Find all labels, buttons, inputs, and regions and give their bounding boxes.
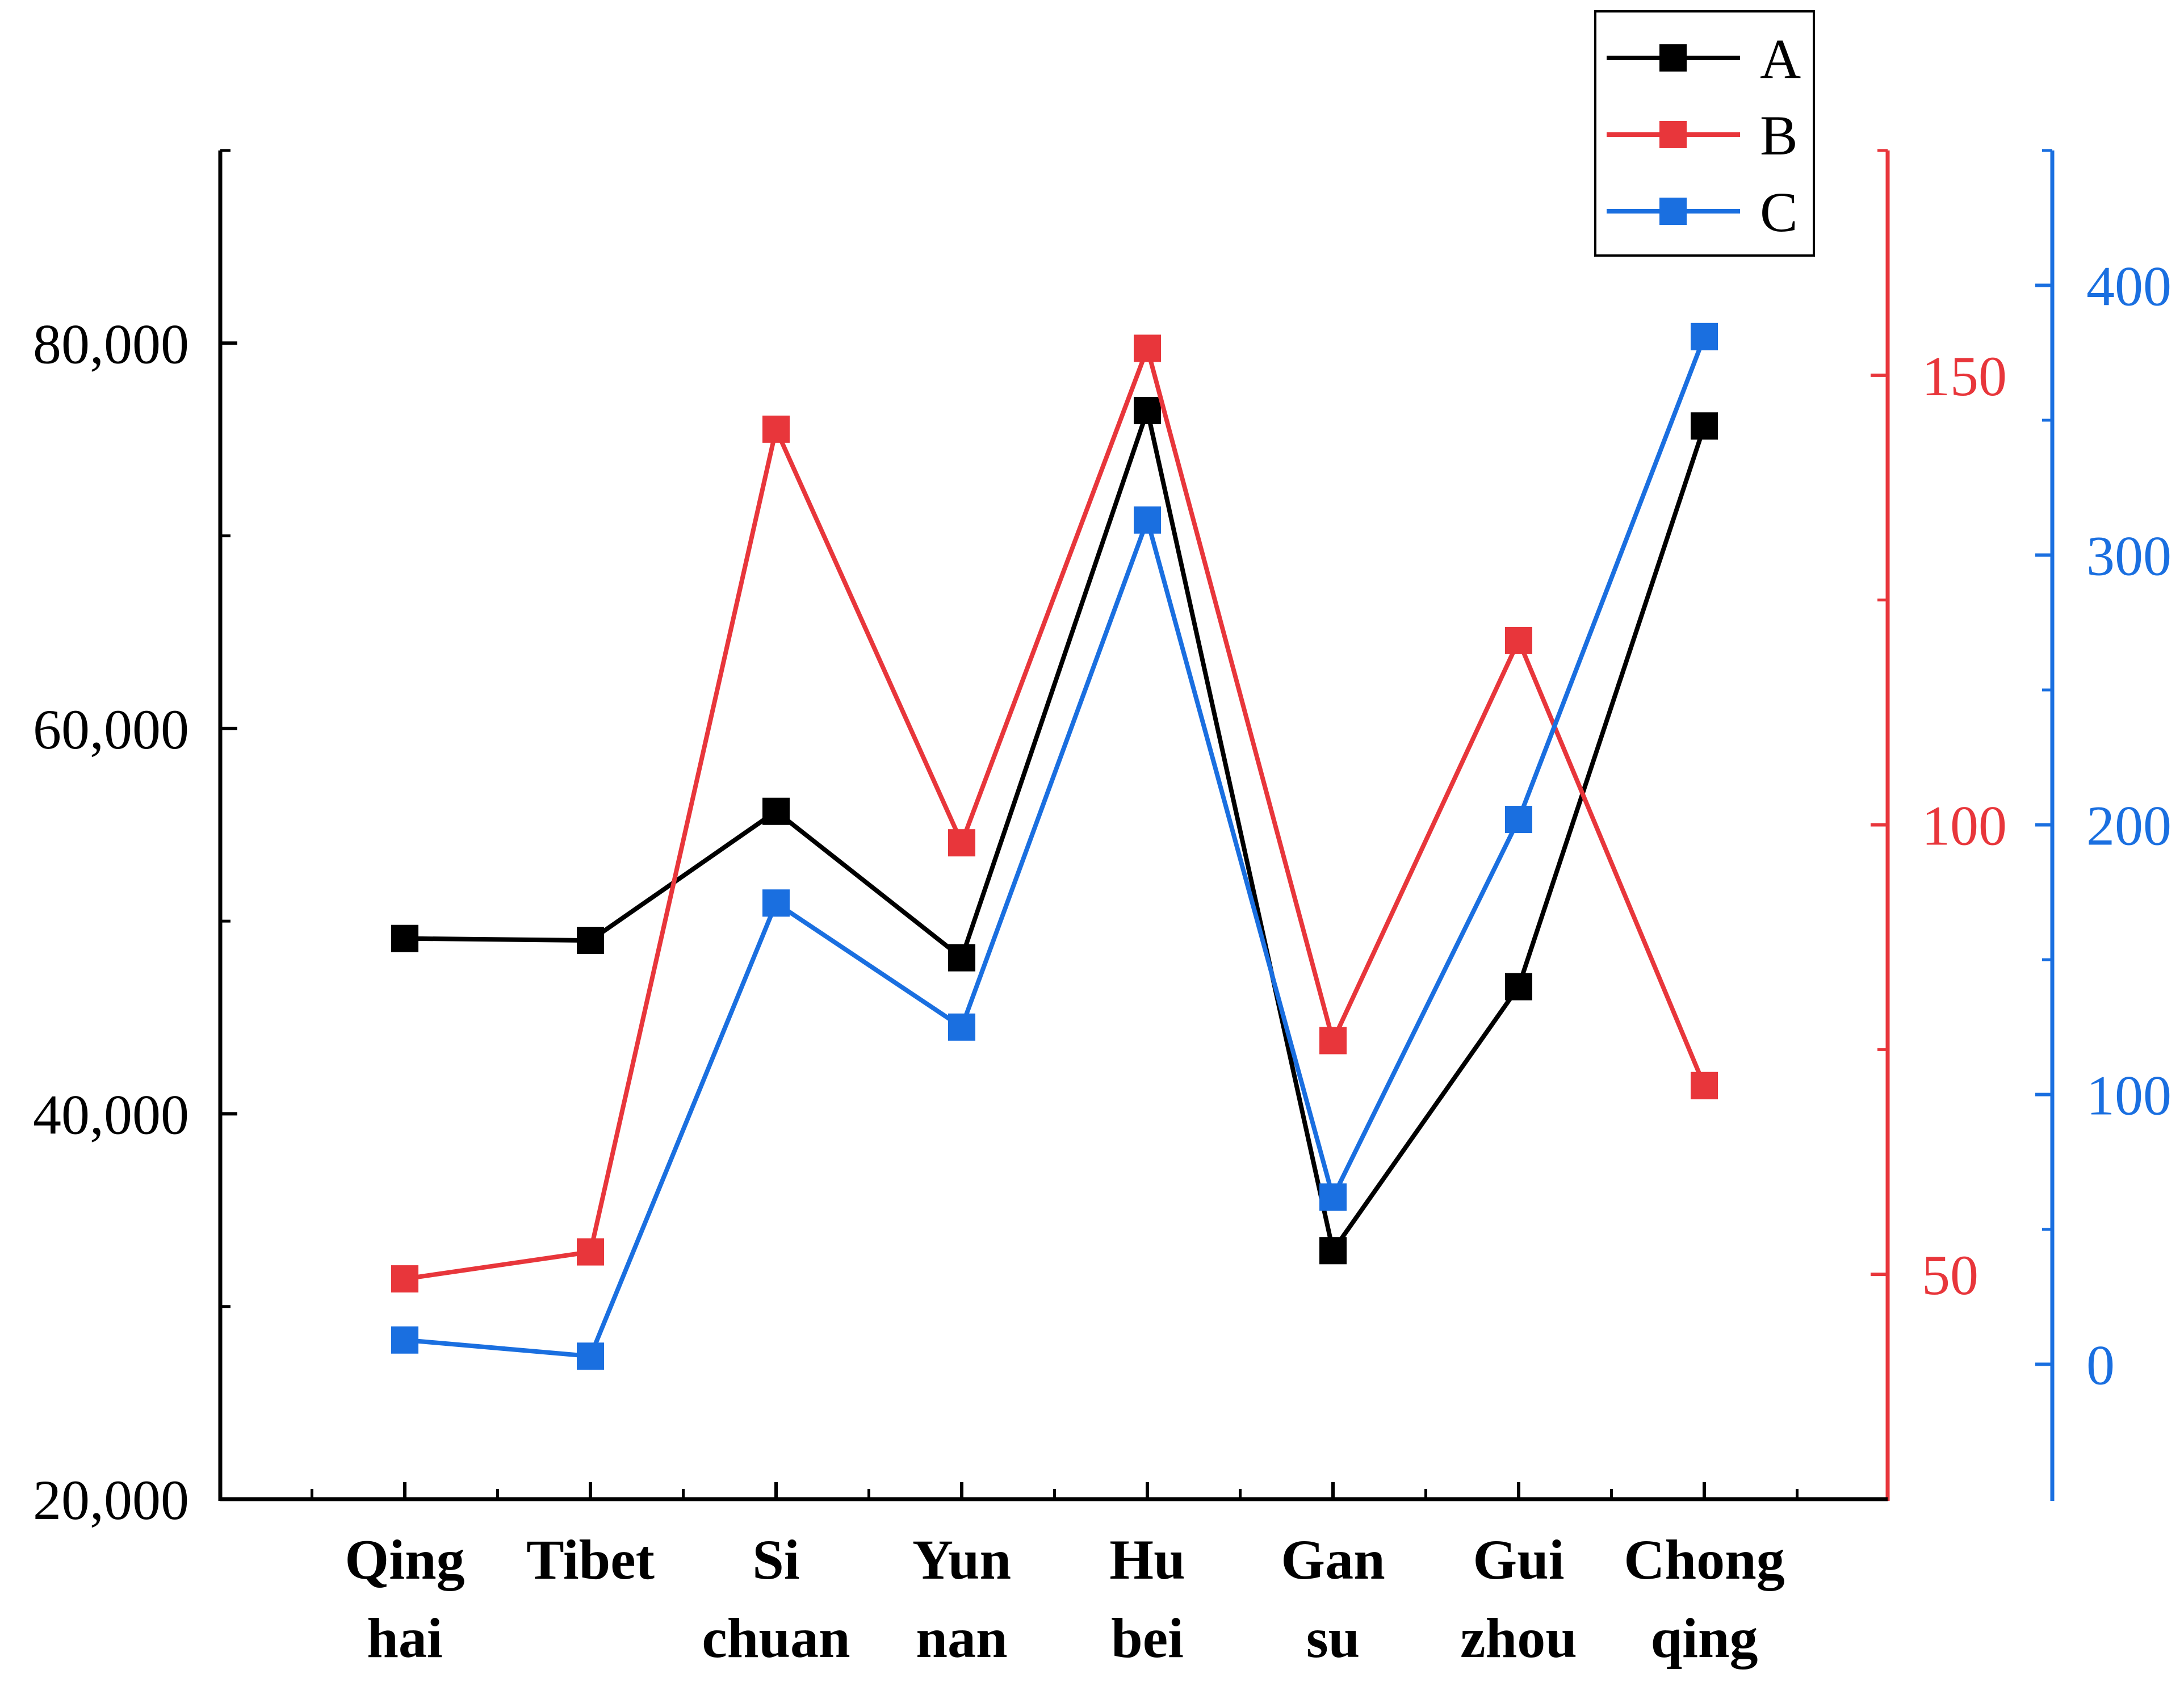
x-category-label: Hu bei xyxy=(1109,1528,1185,1670)
series-c-marker xyxy=(1319,1183,1347,1211)
x-category-label: Chong qing xyxy=(1624,1528,1784,1670)
series-a-marker xyxy=(577,927,604,955)
series-c-marker xyxy=(1505,806,1532,833)
x-category-label: Si chuan xyxy=(702,1528,850,1670)
series-a-marker xyxy=(762,797,790,825)
series-b-marker xyxy=(1505,626,1532,654)
axes-layer: 20,000 40,000 60,000 80,000 50 100 150 0 100 200 3… xyxy=(33,149,2172,1670)
x-category-label-line: Hu xyxy=(1109,1528,1185,1591)
series-c-marker xyxy=(762,889,790,917)
series-c-marker xyxy=(1691,323,1718,350)
right-y-axis-c-tick-label: 300 xyxy=(2086,525,2172,588)
series-b-marker xyxy=(1134,334,1161,362)
x-category-label-line: Qing xyxy=(345,1528,464,1591)
x-category-label-line: zhou xyxy=(1460,1606,1577,1670)
x-category-label-line: Yun xyxy=(912,1528,1011,1591)
right-y-axis-c-tick-label: 400 xyxy=(2086,255,2172,318)
legend-label-b: B xyxy=(1760,104,1798,167)
left-y-tick-label: 40,000 xyxy=(33,1083,189,1146)
x-category-label: Yun nan xyxy=(912,1528,1011,1670)
x-category-label: Tibet xyxy=(526,1528,655,1591)
left-y-tick-label: 20,000 xyxy=(33,1468,189,1532)
right-y-axis-b-tick-label: 50 xyxy=(1922,1244,1978,1307)
legend-label-a: A xyxy=(1760,27,1801,90)
series-a-line xyxy=(404,402,1707,1257)
series-a-marker xyxy=(391,924,418,952)
series-c-line xyxy=(404,336,1707,1359)
x-category-label-line: hai xyxy=(367,1606,442,1670)
x-category-label-line: qing xyxy=(1650,1606,1758,1670)
right-y-axis-c-tick-label: 200 xyxy=(2086,794,2172,857)
series-b-line xyxy=(404,341,1707,1282)
series-layer xyxy=(391,323,1718,1370)
legend-marker-a xyxy=(1659,44,1687,72)
right-y-axis-c-tick-label: 0 xyxy=(2086,1334,2115,1397)
series-a-marker xyxy=(1134,397,1161,425)
legend-marker-c xyxy=(1659,198,1687,225)
series-b-marker xyxy=(762,415,790,443)
series-b-marker xyxy=(1691,1072,1718,1099)
series-b-marker xyxy=(391,1265,418,1293)
series-a-marker xyxy=(1505,973,1532,1001)
left-y-tick-label: 60,000 xyxy=(33,698,189,761)
right-y-axis-b-tick-label: 100 xyxy=(1922,794,2007,857)
x-category-label-line: bei xyxy=(1111,1606,1184,1670)
series-c-marker xyxy=(577,1342,604,1370)
legend: ABC xyxy=(1594,10,1815,257)
x-category-label-line: chuan xyxy=(702,1606,850,1670)
right-y-axis-c-tick-label: 100 xyxy=(2086,1064,2172,1127)
left-y-tick-label: 80,000 xyxy=(33,312,189,375)
x-category-label: Gan su xyxy=(1281,1528,1385,1670)
series-c-marker xyxy=(391,1326,418,1354)
x-category-label-line: nan xyxy=(916,1606,1007,1670)
x-category-label-line: Si xyxy=(752,1528,799,1591)
x-category-label-line: Chong xyxy=(1624,1528,1784,1591)
series-c-marker xyxy=(948,1013,975,1041)
x-category-label-line: Tibet xyxy=(526,1528,655,1591)
series-b-marker xyxy=(577,1238,604,1266)
series-a-marker xyxy=(1691,412,1718,440)
x-category-label-line: su xyxy=(1306,1606,1360,1670)
x-category-label-line: Gan xyxy=(1281,1528,1385,1591)
series-b-marker xyxy=(948,829,975,857)
series-b-marker xyxy=(1319,1027,1347,1055)
series-c-marker xyxy=(1134,506,1161,534)
x-category-label: Qing hai xyxy=(345,1528,464,1670)
series-a-marker xyxy=(948,944,975,972)
series-a-marker xyxy=(1319,1237,1347,1265)
x-category-label: Gui zhou xyxy=(1460,1528,1577,1670)
legend-label-c: C xyxy=(1760,181,1798,244)
legend-marker-b xyxy=(1659,121,1687,148)
right-y-axis-b-tick-label: 150 xyxy=(1922,345,2007,408)
x-category-label-line: Gui xyxy=(1473,1528,1564,1591)
